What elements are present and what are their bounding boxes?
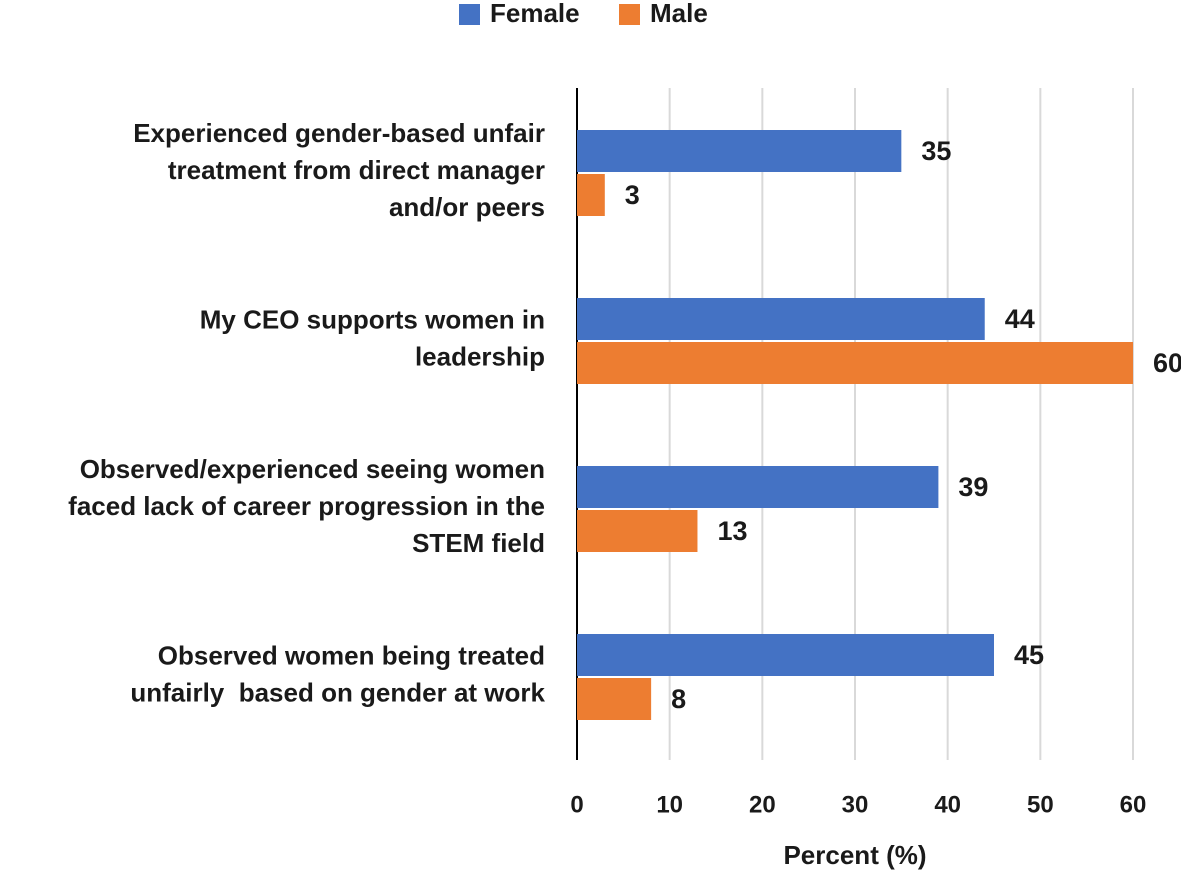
value-label: 3 [625,180,640,210]
value-label: 44 [1005,304,1035,334]
bar [577,634,994,676]
bar [577,130,902,172]
value-label: 45 [1014,640,1044,670]
legend-label: Male [650,0,708,28]
value-label: 39 [958,472,988,502]
y-tick-label: My CEO supports women in leadership [200,304,545,371]
value-label: 13 [717,516,747,546]
legend-swatch [459,4,480,25]
x-tick-label: 40 [934,791,961,818]
x-tick-label: 30 [842,791,869,818]
bar [577,174,605,216]
bar [577,298,985,340]
x-axis-title: Percent (%) [783,840,926,870]
x-tick-label: 10 [656,791,683,818]
x-tick-label: 60 [1120,791,1147,818]
legend-label: Female [490,0,580,28]
value-label: 35 [921,136,951,166]
bar [577,678,652,720]
legend-swatch [619,4,640,25]
x-tick-label: 50 [1027,791,1054,818]
y-tick-label: Observed women being treated unfairly bas… [130,640,545,707]
bar [577,510,698,552]
y-tick-label: Experienced gender-based unfair treatment… [133,118,545,222]
y-tick-label: Observed/experienced seeing women faced l… [68,454,545,558]
x-tick-label: 0 [570,791,583,818]
value-label: 8 [671,684,686,714]
bar [577,342,1133,384]
bar [577,466,939,508]
x-tick-label: 20 [749,791,776,818]
value-label: 60 [1153,348,1181,378]
